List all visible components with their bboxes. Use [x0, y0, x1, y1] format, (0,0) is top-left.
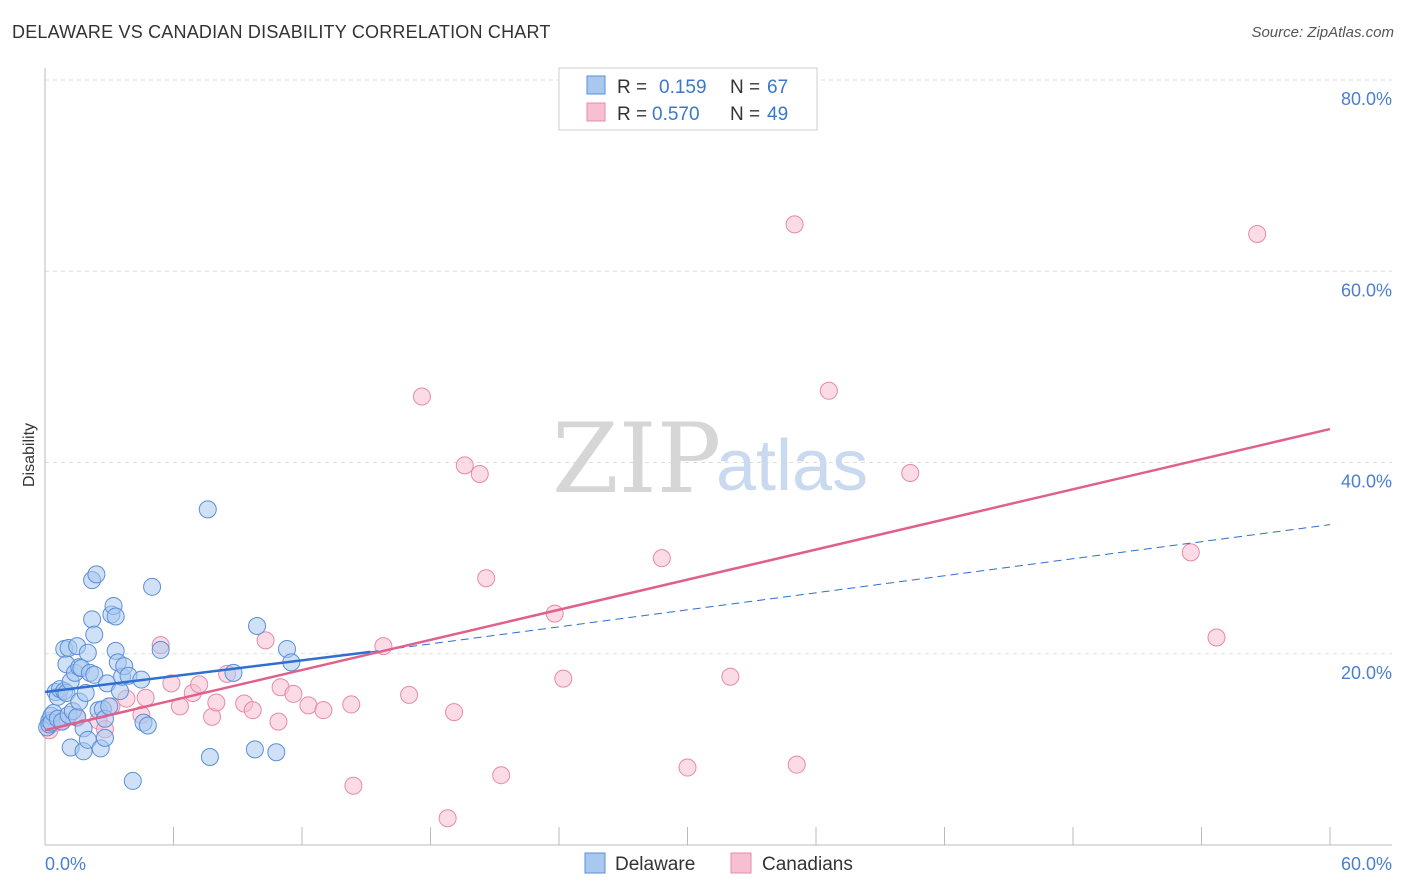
delaware-point — [143, 577, 162, 596]
delaware-point — [106, 607, 125, 626]
legend-n-label-delaware: N = — [730, 77, 760, 98]
canadians-point — [438, 809, 457, 828]
bottom-legend-canadians: Canadians — [762, 854, 853, 875]
legend-n-value-delaware: 67 — [767, 77, 788, 98]
canadians-point — [445, 703, 464, 722]
legend-r-value-delaware: 0.159 — [659, 77, 707, 98]
bottom-legend-swatch-delaware — [584, 852, 606, 874]
canadians-point — [721, 667, 740, 686]
canadians-point — [190, 675, 209, 694]
legend-r-label-canadians: R = — [617, 104, 647, 125]
watermark-atlas: atlas — [716, 426, 868, 506]
trend-lines — [44, 427, 1331, 732]
watermark-zip: ZIP — [552, 403, 721, 515]
delaware-point — [198, 500, 217, 519]
y-tick-label: 20.0% — [1341, 663, 1392, 683]
canadians-point — [284, 684, 303, 703]
delaware-points — [38, 500, 301, 790]
grid-lines — [45, 79, 1392, 655]
legend: R = 0.159 N = 67 R = 0.570 N = 49 — [558, 67, 818, 131]
delaware-trend-extension — [370, 524, 1331, 653]
y-tick-label: 60.0% — [1341, 280, 1392, 300]
canadians-point — [412, 387, 431, 406]
delaware-point — [151, 640, 170, 659]
y-tick-label: 80.0% — [1341, 89, 1392, 109]
delaware-point — [95, 728, 114, 747]
canadians-points — [40, 215, 1267, 828]
canadians-point — [162, 674, 181, 693]
bottom-legend-swatch-canadians — [730, 852, 752, 874]
canadians-point — [492, 766, 511, 785]
canadians-point — [314, 701, 333, 720]
canadians-point — [477, 569, 496, 588]
y-axis-label: Disability — [21, 423, 38, 487]
canadians-point — [470, 464, 489, 483]
canadians-point — [652, 549, 671, 568]
chart-title: DELAWARE VS CANADIAN DISABILITY CORRELAT… — [12, 22, 551, 42]
canadians-point — [1181, 543, 1200, 562]
y-tick-label: 40.0% — [1341, 472, 1392, 492]
legend-n-label-canadians: N = — [730, 104, 760, 125]
delaware-point — [245, 740, 264, 759]
delaware-point — [100, 697, 119, 716]
canadians-point — [678, 758, 697, 777]
delaware-point — [85, 625, 104, 644]
delaware-point — [267, 743, 286, 762]
delaware-point — [138, 716, 157, 735]
x-tick-label-end: 60.0% — [1341, 854, 1392, 874]
canadians-point — [256, 631, 275, 650]
canadians-point — [243, 701, 262, 720]
canadians-point — [545, 604, 564, 623]
canadians-point — [342, 695, 361, 714]
canadians-point — [901, 464, 920, 483]
legend-swatch-canadians — [586, 102, 606, 122]
legend-n-value-canadians: 49 — [767, 104, 788, 125]
canadians-point — [207, 693, 226, 712]
legend-r-label-delaware: R = — [617, 77, 647, 98]
delaware-point — [123, 771, 142, 790]
canadians-point — [299, 696, 318, 715]
canadians-point — [1248, 224, 1267, 243]
delaware-trend-line — [44, 650, 371, 694]
legend-r-value-canadians: 0.570 — [652, 104, 700, 125]
y-tick-labels: 20.0% 40.0% 60.0% 80.0% — [1341, 89, 1392, 683]
canadians-point — [787, 755, 806, 774]
delaware-point — [78, 643, 97, 662]
canadians-trend-line — [44, 427, 1331, 732]
x-tick-labels: 0.0% 60.0% — [45, 854, 1392, 874]
delaware-point — [200, 748, 219, 767]
canadians-point — [819, 381, 838, 400]
bottom-legend-delaware: Delaware — [615, 854, 695, 875]
canadians-point — [1207, 628, 1226, 647]
bottom-legend: Delaware Canadians — [584, 852, 853, 875]
canadians-point — [785, 215, 804, 234]
canadians-point — [455, 456, 474, 475]
canadians-point — [136, 688, 155, 707]
x-tick-label-start: 0.0% — [45, 854, 86, 874]
delaware-point — [85, 665, 104, 684]
delaware-point — [87, 565, 106, 584]
canadians-point — [554, 669, 573, 688]
delaware-point — [248, 617, 267, 636]
canadians-point — [269, 712, 288, 731]
delaware-point — [83, 610, 102, 629]
source-label: Source: ZipAtlas.com — [1251, 24, 1394, 41]
legend-swatch-delaware — [586, 75, 606, 95]
canadians-point — [344, 776, 363, 795]
canadians-point — [400, 685, 419, 704]
